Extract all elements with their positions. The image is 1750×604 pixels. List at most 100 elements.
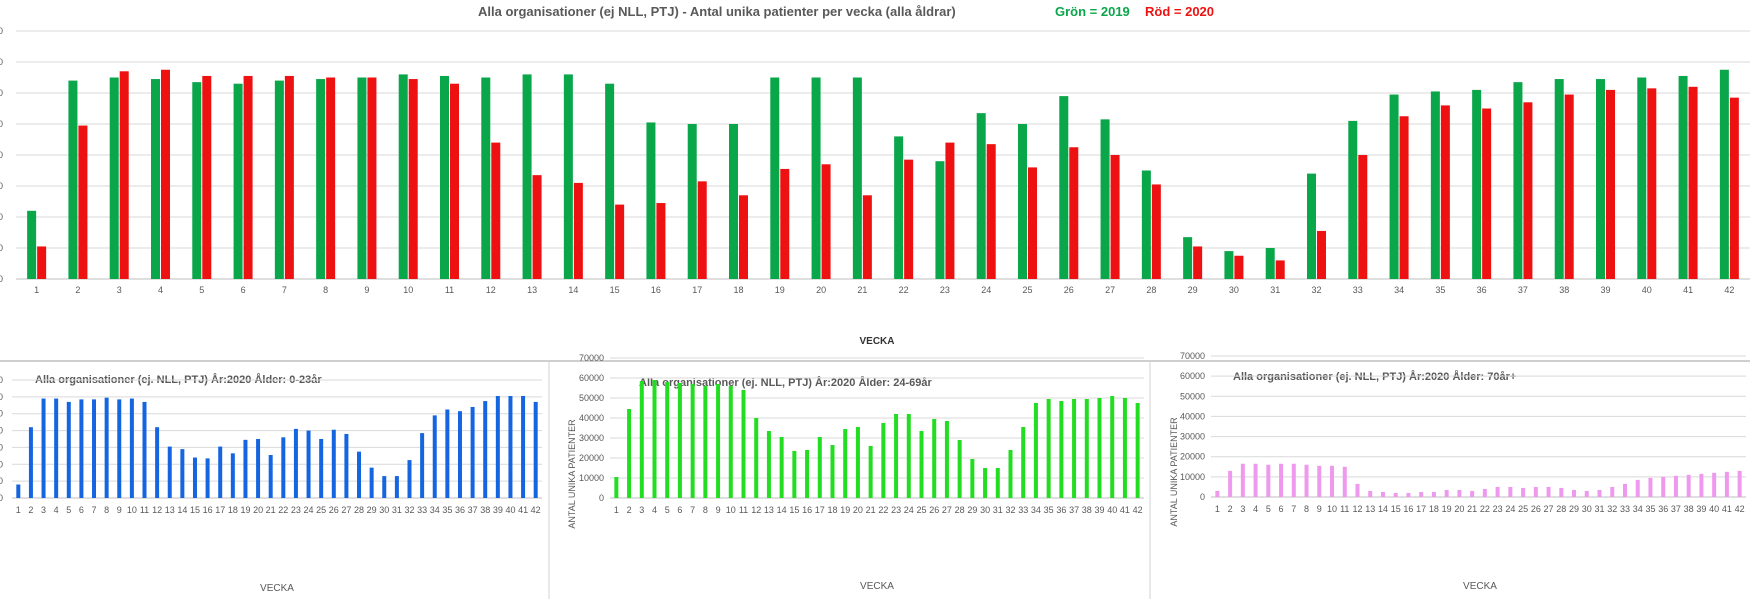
mid-bar — [1135, 403, 1140, 498]
right-x-tick-label: 17 — [1416, 504, 1426, 514]
mid-bar — [716, 384, 721, 498]
top-x-tick-label: 20 — [816, 285, 826, 295]
top-bar — [563, 74, 573, 280]
mid-bar — [792, 451, 797, 498]
mid-x-tick-label: 14 — [777, 505, 787, 515]
right-x-tick-label: 23 — [1493, 504, 1503, 514]
left-bar — [483, 401, 488, 498]
right-x-tick-label: 10 — [1327, 504, 1337, 514]
left-x-tick-label: 33 — [417, 505, 427, 515]
left-x-tick-label: 37 — [468, 505, 478, 515]
right-x-tick-label: 33 — [1620, 504, 1630, 514]
top-y-tick-label: 00 — [0, 150, 3, 160]
top-x-tick-label: 30 — [1229, 285, 1239, 295]
left-bar — [457, 411, 462, 498]
right-x-tick-label: 16 — [1403, 504, 1413, 514]
left-bar — [54, 398, 59, 498]
top-bar — [729, 124, 738, 279]
top-x-tick-label: 35 — [1435, 285, 1445, 295]
left-x-tick-label: 34 — [430, 505, 440, 515]
top-x-tick-label: 38 — [1559, 285, 1569, 295]
top-x-tick-label: 37 — [1518, 285, 1528, 295]
top-bar — [1358, 155, 1368, 279]
top-x-tick-label: 8 — [323, 285, 328, 295]
right-x-tick-label: 40 — [1709, 504, 1719, 514]
right-y-tick-label: 30000 — [1180, 432, 1205, 442]
mid-x-tick-label: 25 — [916, 505, 926, 515]
mid-bar — [881, 423, 886, 498]
top-bar — [284, 75, 294, 279]
top-bar — [1729, 97, 1739, 280]
right-x-tick-label: 6 — [1279, 504, 1284, 514]
left-y-tick-label: 00 — [0, 459, 3, 469]
mid-x-tick-label: 33 — [1018, 505, 1028, 515]
top-bar — [739, 195, 748, 279]
top-bar — [656, 203, 666, 279]
left-x-tick-label: 28 — [354, 505, 364, 515]
top-bar — [811, 77, 821, 279]
top-y-tick-label: 00 — [0, 181, 3, 191]
top-bar — [852, 77, 862, 279]
top-bar — [862, 195, 872, 279]
top-x-tick-label: 39 — [1600, 285, 1610, 295]
left-x-tick-label: 32 — [404, 505, 414, 515]
right-bar — [1712, 472, 1717, 497]
right-bar — [1228, 470, 1233, 497]
mid-x-tick-label: 24 — [904, 505, 914, 515]
left-bar — [407, 460, 412, 498]
right-bar — [1699, 473, 1704, 497]
mid-x-tick-label: 11 — [739, 505, 748, 515]
left-bar — [218, 446, 223, 498]
mid-bar — [1122, 398, 1127, 498]
top-bar — [1678, 75, 1688, 279]
left-bar — [256, 439, 261, 498]
right-x-tick-label: 42 — [1735, 504, 1745, 514]
right-x-tick-label: 30 — [1582, 504, 1592, 514]
plots: 0000000000000000001234567891011121314151… — [0, 26, 1750, 515]
top-x-tick-label: 4 — [158, 285, 163, 295]
right-y-tick-label: 70000 — [1180, 351, 1205, 361]
top-bar — [440, 75, 449, 279]
top-bar — [408, 79, 418, 279]
left-bar — [357, 451, 362, 498]
right-x-tick-label: 18 — [1429, 504, 1439, 514]
mid-x-tick-label: 32 — [1005, 505, 1015, 515]
left-bar — [344, 433, 349, 498]
top-bar — [976, 113, 986, 280]
top-y-tick-label: 00 — [0, 88, 3, 98]
top-x-tick-label: 36 — [1477, 285, 1487, 295]
right-bar — [1661, 476, 1666, 497]
left-bar — [306, 430, 311, 498]
top-bar — [316, 79, 326, 279]
left-x-tick-label: 7 — [92, 505, 97, 515]
top-bar — [491, 142, 501, 279]
right-bar — [1495, 486, 1500, 497]
right-bar — [1559, 487, 1564, 497]
left-x-tick-label: 3 — [41, 505, 46, 515]
mid-bar — [957, 440, 962, 498]
top-bar — [37, 246, 47, 279]
left-chart: 0000000000000000123456789101112131415161… — [0, 375, 542, 515]
mid-x-tick-label: 20 — [853, 505, 863, 515]
mid-y-tick-label: 40000 — [579, 413, 604, 423]
mid-bar — [741, 390, 746, 498]
mid-x-tick-label: 13 — [764, 505, 774, 515]
right-bar — [1368, 490, 1373, 497]
top-x-tick-label: 31 — [1270, 285, 1280, 295]
mid-bar — [894, 414, 899, 498]
left-x-tick-label: 18 — [228, 505, 238, 515]
left-bar — [495, 396, 500, 498]
mid-bar — [703, 386, 708, 498]
left-bar — [205, 458, 210, 498]
left-bar — [243, 439, 248, 498]
right-bar — [1673, 475, 1678, 497]
top-bar — [1472, 89, 1482, 280]
mid-bar — [843, 429, 848, 498]
mid-y-tick-label: 0 — [599, 493, 604, 503]
top-bar — [1482, 108, 1492, 279]
top-bar — [770, 77, 780, 279]
mid-x-tick-label: 3 — [639, 505, 644, 515]
top-bar — [367, 77, 377, 279]
right-bar — [1253, 463, 1258, 497]
